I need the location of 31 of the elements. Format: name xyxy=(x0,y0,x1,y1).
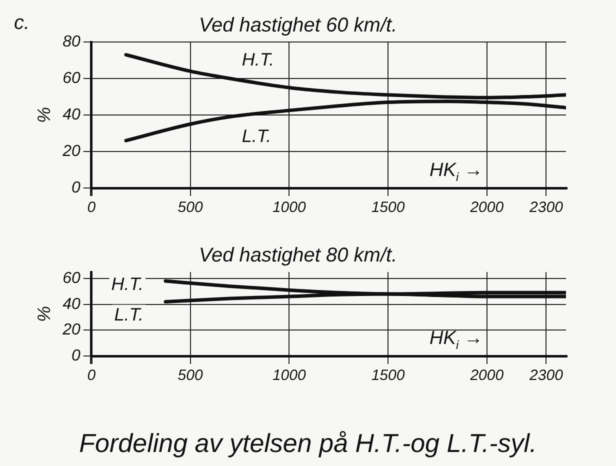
chart-title: Ved hastighet 80 km/t. xyxy=(198,244,398,267)
x-tick-label: 500 xyxy=(178,199,204,216)
x-tick-label: 0 xyxy=(87,199,96,216)
series-label: H.T. xyxy=(111,274,144,294)
y-tick-label: 40 xyxy=(62,106,80,124)
series-label: L.T. xyxy=(114,304,144,325)
x-tick-label: 2000 xyxy=(469,199,504,216)
x-tick-label: 1000 xyxy=(272,367,306,384)
x-tick-label: 1500 xyxy=(371,199,406,216)
x-tick-label: 1000 xyxy=(272,199,306,216)
y-tick-label: 60 xyxy=(62,270,80,287)
x-tick-label: 500 xyxy=(178,367,204,384)
y-axis-title: % xyxy=(34,106,54,124)
y-axis-title: % xyxy=(34,306,54,322)
text: c. xyxy=(14,12,30,35)
text: Fordeling av ytelsen på H.T.-og L.T.-syl. xyxy=(78,428,538,459)
x-tick-label: 2300 xyxy=(528,199,564,216)
y-tick-label: 0 xyxy=(71,347,80,364)
chart-title: Ved hastighet 60 km/t. xyxy=(198,14,398,37)
y-tick-label: 20 xyxy=(62,322,80,339)
y-tick-label: 20 xyxy=(62,142,80,160)
y-tick-label: 0 xyxy=(71,179,80,196)
y-tick-label: 40 xyxy=(62,296,80,313)
x-tick-label: 2300 xyxy=(528,367,564,384)
x-tick-label: 0 xyxy=(87,367,96,384)
series-label: L.T. xyxy=(242,126,272,146)
y-tick-label: 80 xyxy=(62,33,80,50)
series-label: H.T. xyxy=(242,50,274,70)
y-tick-label: 60 xyxy=(62,70,80,87)
x-tick-label: 2000 xyxy=(469,367,504,384)
x-tick-label: 1500 xyxy=(371,367,406,384)
